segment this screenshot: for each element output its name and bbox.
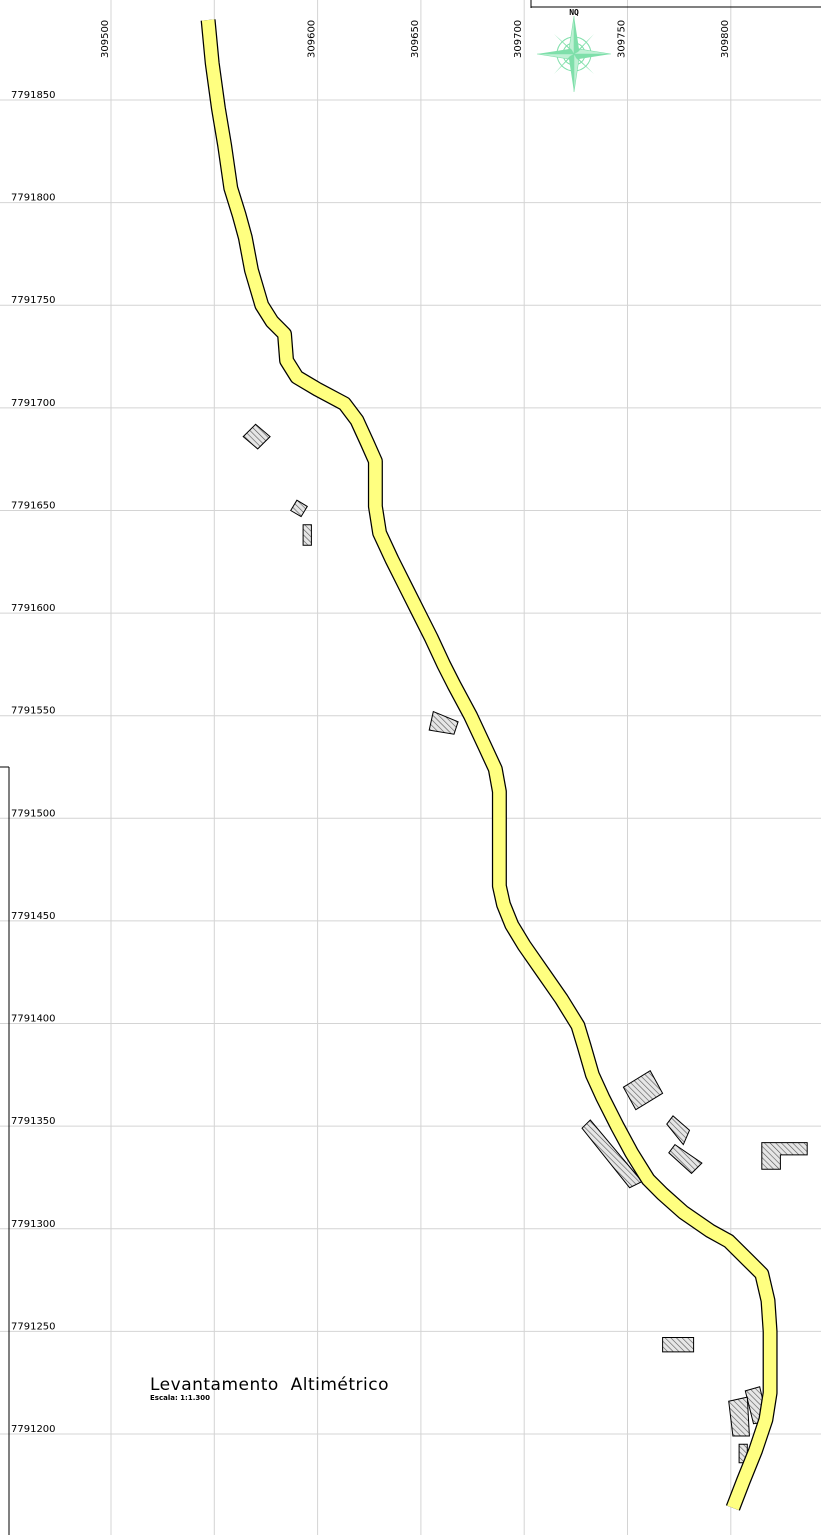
building (666, 1115, 691, 1146)
building (302, 524, 312, 546)
building (622, 1069, 664, 1111)
building (428, 710, 459, 735)
northing-label: 7791750 (11, 295, 56, 306)
northing-label: 7791250 (11, 1321, 56, 1332)
map-title: Levantamento Altimétrico (150, 1375, 389, 1395)
northing-label: 7791700 (11, 398, 56, 409)
northing-label: 7791600 (11, 603, 56, 614)
northing-label: 7791200 (11, 1424, 56, 1435)
easting-label: 309750 (617, 20, 628, 58)
scale-label: Escala: 1:1.300 (150, 1394, 210, 1402)
north-arrow-icon: NQ (536, 8, 612, 93)
northing-label: 7791500 (11, 808, 56, 819)
northing-label: 7791850 (11, 90, 56, 101)
northing-label: 7791650 (11, 500, 56, 511)
building (761, 1142, 808, 1170)
easting-label: 309700 (513, 20, 524, 58)
northing-label: 7791550 (11, 706, 56, 717)
north-label: NQ (569, 8, 579, 17)
easting-label: 309800 (720, 20, 731, 58)
easting-label: 309500 (100, 20, 111, 58)
easting-label: 309600 (307, 20, 318, 58)
buildings (242, 423, 808, 1464)
building (242, 423, 271, 450)
compass-rose-icon (536, 15, 612, 93)
building (290, 499, 308, 518)
road (200, 19, 778, 1511)
building (668, 1143, 703, 1175)
building (728, 1396, 750, 1437)
northing-label: 7791350 (11, 1116, 56, 1127)
road-fill (201, 19, 777, 1511)
northing-label: 7791800 (11, 193, 56, 204)
easting-labels: 309500 309550 309600 309650 309700 309750 3098… (100, 20, 731, 58)
building (662, 1337, 695, 1353)
northing-labels: 7791850 7791800 7791750 7791700 7791650 77916… (11, 90, 56, 1435)
northing-label: 7791300 (11, 1219, 56, 1230)
northing-label: 7791450 (11, 911, 56, 922)
easting-label: 309650 (410, 20, 421, 58)
northing-label: 7791400 (11, 1014, 56, 1025)
